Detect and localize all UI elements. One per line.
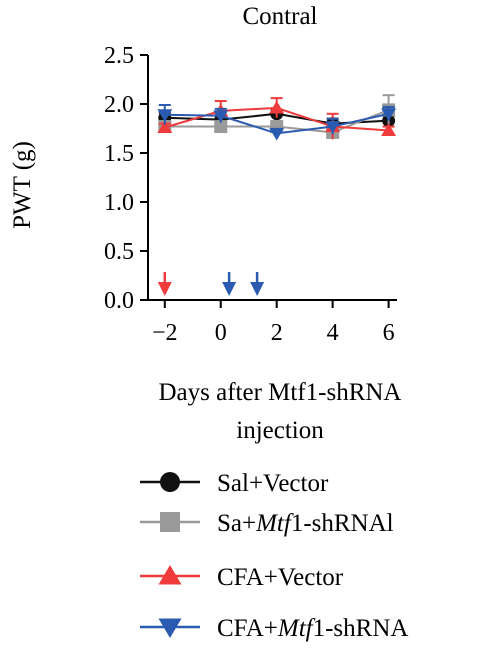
legend-item: CFA+Vector [140,564,344,591]
x-tick-label: 0 [215,320,227,346]
arrow-down-icon [250,282,265,296]
legend-marker [158,565,182,585]
x-tick-label: 4 [327,320,339,346]
arrow-down-icon [222,282,237,296]
y-tick-label: 2.0 [104,92,134,118]
chart-title: Contral [243,3,318,30]
x-axis: −2 0 2 4 6 [148,299,397,346]
y-tick-label: 0.0 [104,288,134,314]
data-point [214,120,228,134]
legend-label: Sa+Mtf1-shRNAl [217,510,394,537]
legend-label: CFA+Mtf1-shRNA [217,615,408,642]
plot-area [157,94,397,141]
data-point [381,108,397,121]
legend-marker [158,618,182,638]
legend-item: Sal+Vector [140,470,329,497]
legend-marker [160,512,180,532]
y-tick-label: 1.0 [104,190,134,216]
y-tick-label: 2.5 [104,43,134,69]
series [157,103,397,141]
x-tick-label: −2 [152,320,178,346]
legend-marker [160,472,180,492]
data-point [157,109,173,122]
y-axis: 0.0 0.5 1.0 1.5 2.0 2.5 [104,43,149,314]
data-point [269,100,285,114]
legend-item: CFA+Mtf1-shRNA [140,615,408,642]
y-axis-label: PWT (g) [9,141,36,229]
data-point [325,121,341,134]
arrow-down-icon [157,282,172,296]
x-tick-label: 6 [383,320,395,346]
legend-label: CFA+Vector [217,564,344,591]
legend-item: Sa+Mtf1-shRNAl [140,510,394,537]
annotation-layer [157,272,265,296]
legend: Sal+Vector Sa+Mtf1-shRNAl CFA+Vector CFA+Mt… [140,470,408,642]
data-point [157,120,173,134]
x-axis-label-line-1: Days after Mtf1-shRNA [158,379,401,406]
data-point [269,127,285,141]
x-axis-label-line-2: injection [236,417,324,444]
data-point [213,110,229,123]
legend-label: Sal+Vector [217,470,329,497]
data-point [381,123,397,136]
y-tick-label: 1.5 [104,141,134,167]
x-tick-label: 2 [271,320,283,346]
y-tick-label: 0.5 [104,239,134,265]
